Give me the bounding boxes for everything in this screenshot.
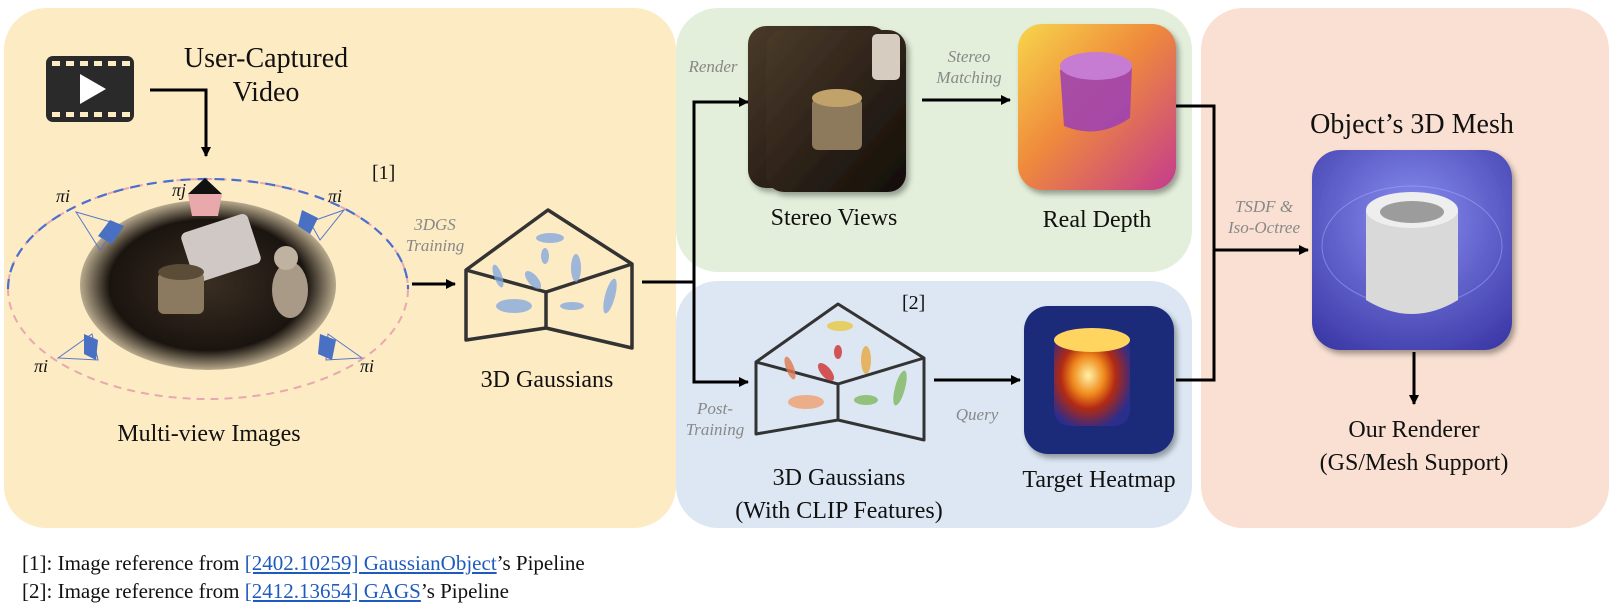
training-step-label: 3DGS Training (405, 215, 465, 255)
renderer-label: Our Renderer (GS/Mesh Support) (1319, 417, 1509, 476)
real-depth-image (1018, 24, 1176, 190)
camera-icons (56, 178, 364, 361)
gaussians-label: 3D Gaussians (480, 367, 614, 393)
footnote-prefix: [1]: Image reference from (22, 551, 245, 575)
reference-tag-1: [1] (372, 162, 396, 184)
pose-label-j: πj (172, 180, 187, 200)
post-training-label: Post- Training (685, 399, 745, 439)
pose-label: πi (360, 356, 375, 376)
clip-gaussians-label: 3D Gaussians (With CLIP Features) (735, 465, 943, 524)
pose-label: πi (328, 186, 343, 206)
film-play-icon (46, 56, 134, 122)
gaussian-ellipsoids (492, 233, 617, 314)
multi-view-photo (80, 200, 336, 370)
stereo-views-label: Stereo Views (770, 205, 898, 231)
video-label: User-Captured Video (183, 43, 349, 108)
tsdf-label: TSDF & Iso-Octree (1227, 197, 1301, 237)
render-arrow (692, 97, 749, 282)
reference-tag-2: [2] (902, 292, 926, 314)
footnote-suffix: ’s Pipeline (420, 579, 509, 603)
target-heatmap-image (1024, 306, 1174, 454)
gaussians-box (464, 208, 634, 350)
pose-label: πi (56, 186, 71, 206)
footnote-suffix: ’s Pipeline (496, 551, 585, 575)
video-to-images-arrow (150, 88, 211, 157)
target-heatmap-label: Target Heatmap (1022, 467, 1176, 493)
pose-label: πi (34, 356, 49, 376)
mesh-title: Object’s 3D Mesh (1310, 109, 1514, 140)
multi-view-images-label: Multi-view Images (117, 421, 301, 447)
object-mesh-image (1312, 150, 1512, 350)
heatmap-to-mesh-line (1176, 250, 1216, 382)
footnote-1: [1]: Image reference from [2402.10259] G… (22, 550, 585, 576)
footnote-2: [2]: Image reference from [2412.13654] G… (22, 578, 509, 604)
scene-objects (158, 214, 308, 318)
query-label: Query (955, 405, 999, 424)
footnote-link-gaussianobject[interactable]: [2402.10259] GaussianObject (244, 551, 497, 575)
camera-orbit-blue (6, 177, 410, 290)
clip-gaussians-box (754, 302, 926, 442)
render-label: Render (688, 57, 738, 76)
footnote-link-gags[interactable]: [2412.13654] GAGS (244, 579, 421, 603)
stereo-matching-label: Stereo Matching (936, 47, 1002, 87)
stereo-views-images (748, 26, 906, 192)
footnote-prefix: [2]: Image reference from (22, 579, 245, 603)
depth-to-mesh-line (1176, 104, 1216, 250)
post-training-arrow (692, 282, 749, 387)
clip-gaussian-ellipsoids (784, 321, 907, 409)
real-depth-label: Real Depth (1042, 207, 1152, 233)
